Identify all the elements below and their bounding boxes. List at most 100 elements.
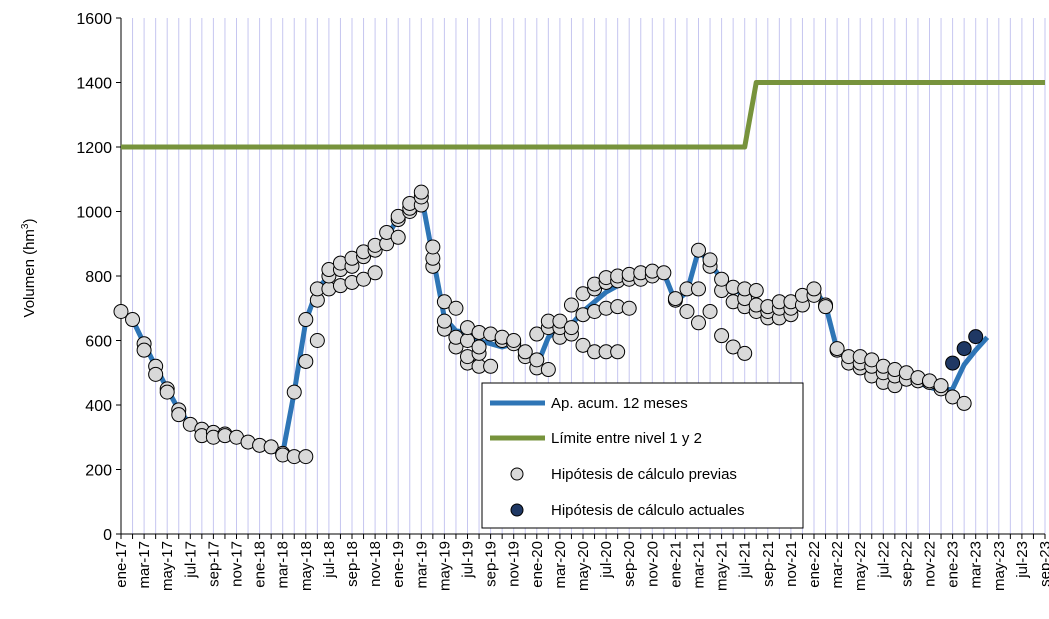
x-tick-label: nov-19 xyxy=(506,541,523,587)
previous-hypothesis-marker xyxy=(263,439,279,455)
previous-hypothesis-marker xyxy=(737,345,753,361)
previous-hypothesis-marker xyxy=(540,362,556,378)
x-tick-label: nov-18 xyxy=(367,541,384,587)
previous-hypothesis-marker xyxy=(667,291,683,307)
previous-hypothesis-marker xyxy=(471,339,487,355)
x-tick-label: may-17 xyxy=(159,541,176,591)
y-tick-label: 200 xyxy=(85,463,112,480)
x-tick-label: mar-19 xyxy=(413,541,430,589)
previous-hypothesis-marker xyxy=(425,239,441,255)
previous-hypothesis-marker xyxy=(286,384,302,400)
x-tick-label: sep-23 xyxy=(1037,541,1049,587)
x-tick-label: may-19 xyxy=(436,541,453,591)
previous-hypothesis-marker xyxy=(552,313,568,329)
previous-hypothesis-marker xyxy=(818,299,834,315)
legend-swatch-previous xyxy=(510,467,524,481)
previous-hypothesis-marker xyxy=(148,366,164,382)
previous-hypothesis-marker xyxy=(483,358,499,374)
previous-hypothesis-marker xyxy=(691,281,706,297)
x-tick-label: ene-21 xyxy=(667,541,684,588)
previous-hypothesis-marker xyxy=(298,353,314,369)
y-tick-label: 600 xyxy=(85,334,112,351)
previous-hypothesis-marker xyxy=(309,333,325,348)
previous-hypothesis-marker xyxy=(610,344,626,360)
x-tick-label: ene-20 xyxy=(529,541,546,588)
previous-hypothesis-marker xyxy=(621,300,637,316)
previous-hypothesis-marker xyxy=(298,449,314,465)
x-tick-label: mar-22 xyxy=(829,541,846,589)
x-tick-label: may-21 xyxy=(714,541,731,591)
legend-label-current: Hipótesis de cálculo actuales xyxy=(551,502,744,519)
current-hypothesis-marker xyxy=(945,355,961,371)
previous-hypothesis-marker xyxy=(390,229,406,245)
previous-hypothesis-marker xyxy=(136,342,152,358)
current-hypothesis-marker xyxy=(956,341,972,357)
x-tick-label: nov-21 xyxy=(783,541,800,587)
x-tick-label: jul-17 xyxy=(182,541,199,579)
previous-hypothesis-marker xyxy=(563,320,579,336)
previous-hypothesis-marker xyxy=(806,281,822,297)
x-axis: ene-17 mar-17 may-17 jul-17 sep-17 nov-17 ene-… xyxy=(113,533,1049,591)
y-tick-label: 800 xyxy=(85,269,112,286)
legend-label-previous: Hipótesis de cálculo previas xyxy=(551,466,737,483)
previous-hypothesis-marker xyxy=(436,313,452,329)
x-tick-label: sep-22 xyxy=(898,541,915,587)
current-hypothesis-marker xyxy=(968,329,984,345)
x-tick-label: may-20 xyxy=(575,541,592,591)
y-axis: 0 200 400 600 800 1000 1200 1400 1600 xyxy=(76,11,122,544)
previous-hypothesis-marker xyxy=(563,297,579,313)
previous-hypothesis-marker xyxy=(356,271,372,287)
previous-hypothesis-marker xyxy=(298,312,314,328)
previous-hypothesis-marker xyxy=(725,339,741,355)
previous-hypothesis-marker xyxy=(529,326,545,342)
x-tick-label: sep-20 xyxy=(621,541,638,587)
previous-hypothesis-marker xyxy=(748,283,764,299)
x-tick-label: nov-20 xyxy=(644,541,661,587)
x-tick-label: jul-19 xyxy=(460,541,477,579)
x-tick-label: jul-20 xyxy=(598,541,615,579)
previous-hypothesis-marker xyxy=(367,265,383,281)
x-tick-label: sep-18 xyxy=(344,541,361,587)
x-tick-label: nov-17 xyxy=(229,541,246,587)
y-tick-label: 0 xyxy=(103,527,112,544)
x-tick-label: ene-23 xyxy=(945,541,962,588)
plot-area xyxy=(113,80,1045,465)
x-tick-label: may-23 xyxy=(991,541,1008,591)
limit-line xyxy=(121,80,1045,150)
y-axis-label: Volumen (hm3) xyxy=(20,219,38,318)
previous-hypothesis-marker xyxy=(679,303,695,319)
previous-hypothesis-marker xyxy=(575,337,591,353)
y-tick-label: 1000 xyxy=(76,205,112,222)
previous-hypothesis-marker xyxy=(125,312,141,328)
y-tick-label: 400 xyxy=(85,398,112,415)
x-tick-label: mar-18 xyxy=(275,541,292,589)
x-tick-label: mar-21 xyxy=(691,541,708,589)
x-tick-label: jul-22 xyxy=(875,541,892,579)
previous-hypothesis-marker xyxy=(529,352,545,368)
y-tick-label: 1600 xyxy=(76,11,112,28)
x-tick-label: mar-23 xyxy=(968,541,985,589)
previous-hypothesis-marker xyxy=(702,303,718,319)
previous-hypothesis-marker xyxy=(714,328,730,344)
x-tick-label: sep-17 xyxy=(205,541,222,587)
previous-hypothesis-marker xyxy=(829,341,845,357)
x-tick-label: ene-22 xyxy=(806,541,823,588)
y-tick-label: 1200 xyxy=(76,140,112,157)
previous-hypothesis-marker xyxy=(933,378,949,394)
previous-hypothesis-marker xyxy=(656,265,672,281)
legend-swatch-current xyxy=(510,503,524,517)
x-tick-label: jul-21 xyxy=(737,541,754,579)
y-tick-label: 1400 xyxy=(76,76,112,93)
x-tick-label: may-22 xyxy=(852,541,869,591)
previous-hypothesis-marker xyxy=(506,333,522,348)
legend: Ap. acum. 12 meses Límite entre nivel 1 … xyxy=(481,382,804,529)
x-tick-label: ene-18 xyxy=(252,541,269,588)
x-tick-label: ene-17 xyxy=(113,541,130,588)
legend-box xyxy=(481,382,804,529)
previous-hypothesis-marker xyxy=(945,389,961,405)
previous-hypothesis-marker xyxy=(691,315,706,331)
x-tick-label: jul-23 xyxy=(1014,541,1031,579)
previous-hypothesis-marker xyxy=(413,184,429,200)
previous-hypothesis-marker xyxy=(436,294,452,310)
